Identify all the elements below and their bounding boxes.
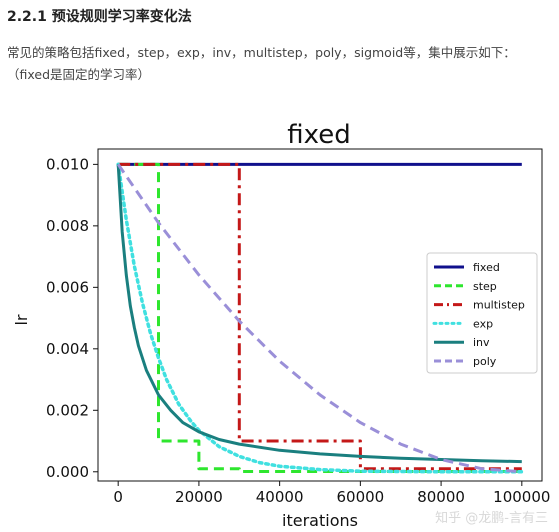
series-lines — [116, 162, 524, 474]
section-heading: 2.2.1 预设规则学习率变化法 — [7, 9, 192, 25]
y-tick-label: 0.008 — [46, 217, 89, 235]
y-axis-label: lr — [12, 314, 31, 325]
series-line-multistep — [118, 162, 522, 471]
x-axis: 0 20000 40000 60000 80000 100000 — [113, 481, 550, 506]
legend-label-exp: exp — [473, 317, 493, 330]
legend-label-inv: inv — [473, 336, 490, 349]
y-tick-label: 0.004 — [46, 340, 89, 358]
x-tick-label: 80000 — [417, 488, 465, 506]
paragraph-line-2: （fixed是固定的学习率） — [7, 67, 151, 82]
series-line-inv — [116, 164, 522, 464]
y-tick-label: 0.010 — [46, 155, 89, 173]
y-tick-label: 0.002 — [46, 401, 89, 419]
legend-label-multistep: multistep — [473, 299, 525, 312]
x-tick-label: 60000 — [337, 488, 385, 506]
y-tick-label: 0.006 — [46, 278, 89, 296]
series-line-step — [118, 162, 522, 473]
legend-label-step: step — [473, 280, 497, 293]
y-axis: 0.000 0.002 0.004 0.006 0.008 0.010 — [46, 155, 98, 481]
x-tick-label: 20000 — [175, 488, 223, 506]
legend-label-fixed: fixed — [473, 261, 500, 274]
series-line-poly — [116, 163, 522, 474]
y-tick-label: 0.000 — [46, 463, 89, 481]
watermark: 知乎 @龙鹏-言有三 — [435, 510, 548, 526]
paragraph-line-1: 常见的策略包括fixed，step，exp，inv，multistep，poly… — [7, 45, 516, 60]
x-tick-label: 40000 — [256, 488, 304, 506]
intro-paragraph: 常见的策略包括fixed，step，exp，inv，multistep，poly… — [7, 42, 555, 86]
series-line-exp — [116, 162, 524, 474]
chart-title: fixed — [287, 120, 350, 150]
x-axis-label: iterations — [282, 511, 358, 530]
x-tick-label: 100000 — [493, 488, 550, 506]
x-tick-label: 0 — [113, 488, 123, 506]
plot-frame — [97, 148, 543, 482]
legend-label-poly: poly — [473, 355, 497, 368]
legend: fixed step multistep exp inv poly — [426, 252, 538, 374]
